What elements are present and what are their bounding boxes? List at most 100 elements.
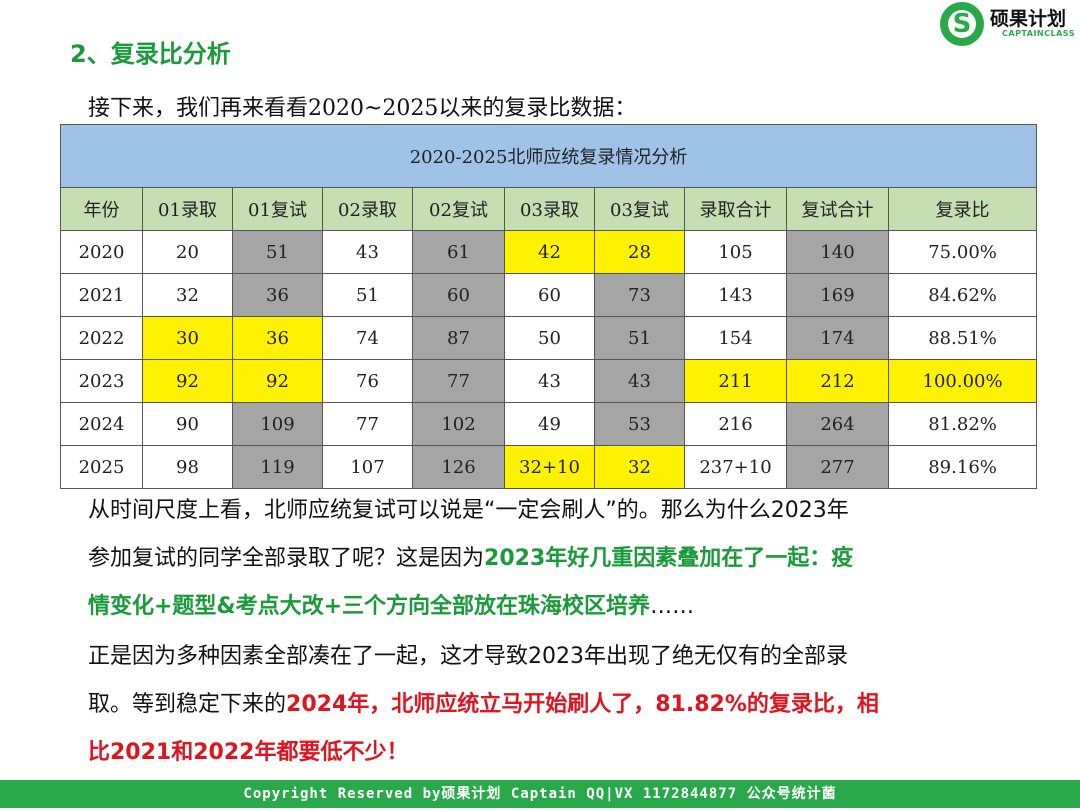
brand-logo: S 硕果计划 CAPTAINCLASS (940, 0, 1080, 50)
table-cell: 2024 (60, 402, 143, 446)
table-cell: 51 (594, 316, 685, 360)
table-cell: 126 (412, 445, 505, 489)
column-header: 复试合计 (786, 187, 889, 231)
table-cell: 216 (684, 402, 787, 446)
paragraph-1-line-1: 从时间尺度上看，北师应统复试可以说是“一定会刷人”的。那么为什么2023年 (88, 498, 849, 523)
table-cell: 43 (594, 359, 685, 403)
table-cell: 53 (594, 402, 685, 446)
table-cell: 60 (412, 273, 505, 317)
table-cell: 109 (232, 402, 323, 446)
table-cell: 75.00% (887, 230, 1038, 274)
table-cell: 32 (594, 445, 685, 489)
table-cell: 60 (504, 273, 595, 317)
paragraph-1-line-3: 情变化+题型&考点大改+三个方向全部放在珠海校区培养…… (88, 594, 694, 620)
admission-ratio-table: 2020-2025北师应统复录情况分析 年份 01录取 01复试 02录取 02复试 03… (59, 124, 1038, 489)
table-cell: 174 (786, 316, 889, 360)
highlight-red-text: 比2021和2022年都要低不少！ (88, 740, 409, 765)
table-cell: 77 (322, 402, 413, 446)
table-cell: 2020 (60, 230, 143, 274)
table-row: 2020 20 51 43 61 42 28 105 140 75.00% (60, 230, 1038, 274)
table-cell: 277 (786, 445, 889, 489)
table-cell: 32+10 (504, 445, 595, 489)
table-cell: 90 (142, 402, 233, 446)
table-row: 2024 90 109 77 102 49 53 216 264 81.82% (60, 402, 1038, 446)
table-cell: 2023 (60, 359, 143, 403)
table-cell: 28 (594, 230, 685, 274)
table-cell: 89.16% (887, 445, 1038, 489)
copyright-footer: Copyright Reserved by硕果计划 Captain QQ|VX … (0, 780, 1080, 808)
table-cell: 61 (412, 230, 505, 274)
table-cell: 92 (142, 359, 233, 403)
table-cell: 143 (684, 273, 787, 317)
intro-text: 接下来，我们再来看看2020~2025以来的复录比数据： (88, 96, 637, 121)
table-cell: 36 (232, 273, 323, 317)
column-header: 02复试 (412, 187, 505, 231)
table-cell: 140 (786, 230, 889, 274)
ellipsis-text: …… (650, 594, 695, 619)
highlight-green-text: 2023年好几重因素叠加在了一起：疫 (484, 546, 854, 571)
table-cell: 237+10 (684, 445, 787, 489)
table-row: 2021 32 36 51 60 60 73 143 169 84.62% (60, 273, 1038, 317)
table-cell: 102 (412, 402, 505, 446)
column-header: 02录取 (322, 187, 413, 231)
column-header: 03复试 (594, 187, 685, 231)
paragraph-2-line-2: 取。等到稳定下来的2024年，北师应统立马开始刷人了，81.82%的复录比，相 (88, 692, 879, 718)
table-cell: 105 (684, 230, 787, 274)
table-cell: 74 (322, 316, 413, 360)
table-cell: 87 (412, 316, 505, 360)
paragraph-2-line-3: 比2021和2022年都要低不少！ (88, 740, 408, 766)
column-header: 复录比 (887, 187, 1038, 231)
table-cell: 30 (142, 316, 233, 360)
logo-s-icon: S (952, 9, 972, 39)
table-cell: 77 (412, 359, 505, 403)
paragraph-1-line-2: 参加复试的同学全部录取了呢？这是因为2023年好几重因素叠加在了一起：疫 (88, 546, 853, 572)
table-cell: 51 (232, 230, 323, 274)
logo-name: 硕果计划 (990, 8, 1067, 30)
logo-circle-icon (940, 2, 984, 46)
table-row: 2025 98 119 107 126 32+10 32 237+10 277 89.16% (60, 445, 1038, 489)
table-cell: 211 (684, 359, 787, 403)
paragraph-2-line-1: 正是因为多种因素全部凑在了一起，这才导致2023年出现了绝无仅有的全部录 (88, 644, 848, 669)
table-cell: 154 (684, 316, 787, 360)
column-header: 年份 (60, 187, 143, 231)
table-cell: 92 (232, 359, 323, 403)
paragraph-text: 参加复试的同学全部录取了呢？这是因为 (88, 546, 485, 571)
table-cell: 51 (322, 273, 413, 317)
table-body: 2020 20 51 43 61 42 28 105 140 75.00% 2021 32 36 51 60… (60, 230, 1038, 489)
table-cell: 100.00% (887, 359, 1038, 403)
table-cell: 76 (322, 359, 413, 403)
table-cell: 32 (142, 273, 233, 317)
highlight-red-text: 2024年，北师应统立马开始刷人了，81.82%的复录比，相 (286, 692, 879, 717)
table-cell: 2025 (60, 445, 143, 489)
table-cell: 42 (504, 230, 595, 274)
table-cell: 49 (504, 402, 595, 446)
logo-subtitle: CAPTAINCLASS (1002, 29, 1075, 38)
column-header: 01复试 (232, 187, 323, 231)
table-header-row: 年份 01录取 01复试 02录取 02复试 03录取 03复试 录取合计 复试合计 复录比 (60, 187, 1038, 231)
table-cell: 43 (504, 359, 595, 403)
table-cell: 264 (786, 402, 889, 446)
column-header: 01录取 (142, 187, 233, 231)
table-cell: 119 (232, 445, 323, 489)
table-cell: 43 (322, 230, 413, 274)
section-heading: 2、复录比分析 (70, 40, 231, 68)
table-cell: 2022 (60, 316, 143, 360)
column-header: 03录取 (504, 187, 595, 231)
paragraph-text: 取。等到稳定下来的 (88, 692, 287, 717)
table-row: 2022 30 36 74 87 50 51 154 174 88.51% (60, 316, 1038, 360)
table-cell: 81.82% (887, 402, 1038, 446)
table-cell: 73 (594, 273, 685, 317)
column-header: 录取合计 (684, 187, 787, 231)
table-cell: 88.51% (887, 316, 1038, 360)
table-cell: 107 (322, 445, 413, 489)
table-title: 2020-2025北师应统复录情况分析 (59, 124, 1038, 188)
table-cell: 84.62% (887, 273, 1038, 317)
highlight-green-text: 情变化+题型&考点大改+三个方向全部放在珠海校区培养 (88, 594, 651, 619)
table-cell: 2021 (60, 273, 143, 317)
table-cell: 36 (232, 316, 323, 360)
table-cell: 212 (786, 359, 889, 403)
table-cell: 50 (504, 316, 595, 360)
table-cell: 169 (786, 273, 889, 317)
table-row: 2023 92 92 76 77 43 43 211 212 100.00% (60, 359, 1038, 403)
table-cell: 20 (142, 230, 233, 274)
